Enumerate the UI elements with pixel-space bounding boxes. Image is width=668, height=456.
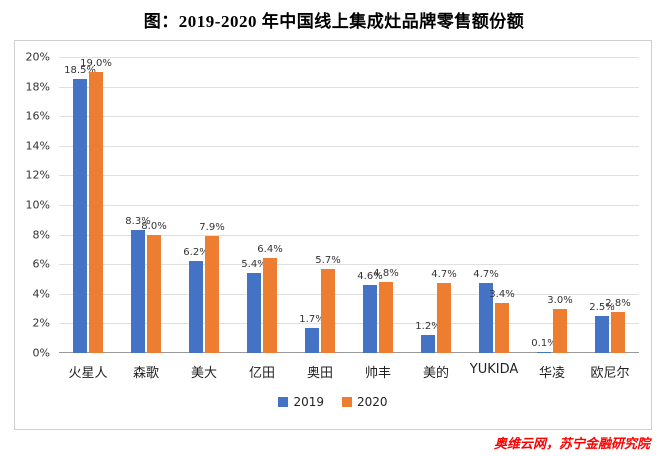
- legend-label: 2020: [357, 395, 388, 409]
- y-tick-label: 2%: [32, 316, 50, 330]
- legend-swatch: [342, 397, 352, 407]
- bar-2019: [363, 284, 377, 353]
- bar-value-label: 4.7%: [473, 269, 499, 281]
- legend: 2019 2020: [15, 395, 651, 409]
- x-category-label: 帅丰: [364, 366, 392, 381]
- bar-2020: [379, 281, 393, 353]
- bar-value-label: 8.3%: [125, 216, 151, 228]
- bar-value-label: 1.7%: [299, 313, 325, 325]
- bar-value-label: 4.6%: [357, 270, 383, 282]
- x-category-label: 火星人: [68, 366, 108, 381]
- gridline: [59, 264, 639, 266]
- gridline: [59, 57, 639, 58]
- bar-2020: [321, 268, 335, 353]
- bar-value-label: 6.4%: [257, 244, 283, 256]
- x-category-label: 森歌: [132, 366, 160, 381]
- bar-value-label: 1.2%: [415, 321, 441, 333]
- bar-2019: [73, 79, 87, 353]
- bar-2019: [595, 316, 609, 353]
- bar-2020: [147, 234, 161, 353]
- y-tick-label: 0%: [32, 346, 50, 360]
- source-text: 奥维云网，苏宁金融研究院: [493, 437, 650, 452]
- bar-2019: [421, 335, 435, 353]
- y-tick-label: 14%: [25, 139, 50, 153]
- chart-container: 0% 2% 4% 6% 8% 10% 12% 14% 16% 18% 20% 18.5% 19.0% 8…: [14, 40, 652, 430]
- legend-item-2019: 2019: [278, 395, 324, 409]
- bar-value-label: 4.8%: [373, 267, 399, 279]
- x-axis-line: [59, 352, 639, 353]
- bar-2020: [205, 236, 219, 353]
- x-category-label: 欧尼尔: [590, 366, 630, 381]
- bar-2019: [479, 283, 493, 353]
- plot-area: 18.5% 19.0% 8.3% 8.0% 6.2% 7.9% 5.4% 6.4% 1.7% 5.…: [59, 57, 639, 353]
- bar-2019: [131, 230, 145, 353]
- bar-value-label: 7.9%: [199, 222, 225, 234]
- bar-value-label: 18.5%: [64, 65, 96, 77]
- bar-value-label: 5.7%: [315, 254, 341, 266]
- bar-value-label: 3.0%: [547, 294, 573, 306]
- x-category-label: 美大: [190, 366, 218, 381]
- bar-value-label: 5.4%: [241, 259, 267, 271]
- gridline: [59, 205, 639, 206]
- y-tick-label: 10%: [25, 198, 50, 212]
- bar-2019: [247, 273, 261, 353]
- bar-2020: [495, 302, 509, 353]
- bar-value-label: 8.0%: [141, 220, 167, 232]
- bar-value-label: 0.1%: [531, 337, 557, 349]
- bar-value-label: 2.5%: [589, 302, 615, 313]
- gridline: [59, 293, 639, 295]
- y-tick-label: 12%: [25, 168, 50, 182]
- legend-label: 2019: [293, 395, 324, 409]
- bar-value-label: 2.8%: [605, 297, 631, 309]
- x-category-label: 华凌: [538, 366, 566, 381]
- bar-value-label: 6.2%: [183, 247, 209, 259]
- gridline: [59, 323, 639, 325]
- bar-value-label: 4.7%: [431, 269, 457, 281]
- y-tick-label: 18%: [25, 80, 50, 94]
- gridline: [59, 116, 639, 118]
- y-tick-label: 6%: [32, 257, 50, 271]
- bar-2020: [89, 71, 103, 353]
- y-tick-label: 8%: [32, 228, 50, 242]
- x-category-label: YUKIDA: [469, 362, 519, 377]
- chart-title: 图：2019-2020 年中国线上集成灶品牌零售额份额: [143, 12, 525, 31]
- x-category-label: 美的: [422, 366, 450, 381]
- y-axis: 0% 2% 4% 6% 8% 10% 12% 14% 16% 18% 20%: [15, 51, 57, 360]
- bar-2019: [189, 261, 203, 353]
- legend-swatch: [278, 397, 289, 407]
- gridline: [59, 234, 639, 236]
- x-axis-labels: 火星人 森歌 美大 亿田 奥田 帅丰 美的 YUKIDA 华凌 欧尼尔: [59, 355, 639, 383]
- x-category-label: 奥田: [306, 366, 334, 381]
- bar-2020: [611, 311, 625, 353]
- legend-item-2020: 2020: [342, 395, 388, 409]
- x-category-label: 亿田: [248, 366, 276, 381]
- bar-2019: [305, 327, 319, 353]
- y-tick-label: 4%: [32, 287, 50, 301]
- bar-2019: [537, 351, 551, 353]
- bar-2020: [437, 283, 451, 353]
- bar-value-label: 3.4%: [489, 288, 515, 300]
- gridline: [59, 145, 639, 147]
- gridline: [59, 86, 639, 88]
- y-tick-label: 20%: [25, 50, 50, 64]
- y-tick-label: 16%: [25, 109, 50, 123]
- bar-2020: [263, 258, 277, 353]
- gridline: [59, 175, 639, 177]
- bar-2020: [553, 308, 567, 353]
- bar-value-label: 19.0%: [80, 57, 112, 69]
